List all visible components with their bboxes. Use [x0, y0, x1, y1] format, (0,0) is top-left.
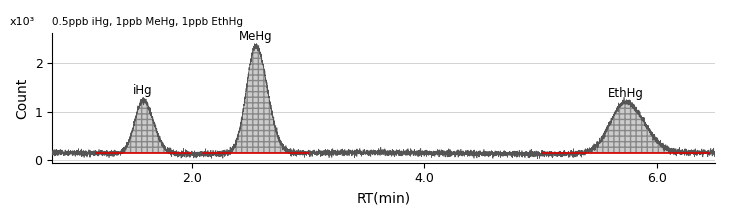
Y-axis label: Count: Count	[15, 77, 29, 119]
X-axis label: RT(min): RT(min)	[356, 191, 411, 205]
Text: iHg: iHg	[133, 84, 153, 97]
Text: MeHg: MeHg	[239, 30, 272, 44]
Text: 0.5ppb iHg, 1ppb MeHg, 1ppb EthHg: 0.5ppb iHg, 1ppb MeHg, 1ppb EthHg	[53, 17, 243, 27]
Text: EthHg: EthHg	[607, 86, 643, 100]
Text: x10³: x10³	[9, 17, 34, 27]
